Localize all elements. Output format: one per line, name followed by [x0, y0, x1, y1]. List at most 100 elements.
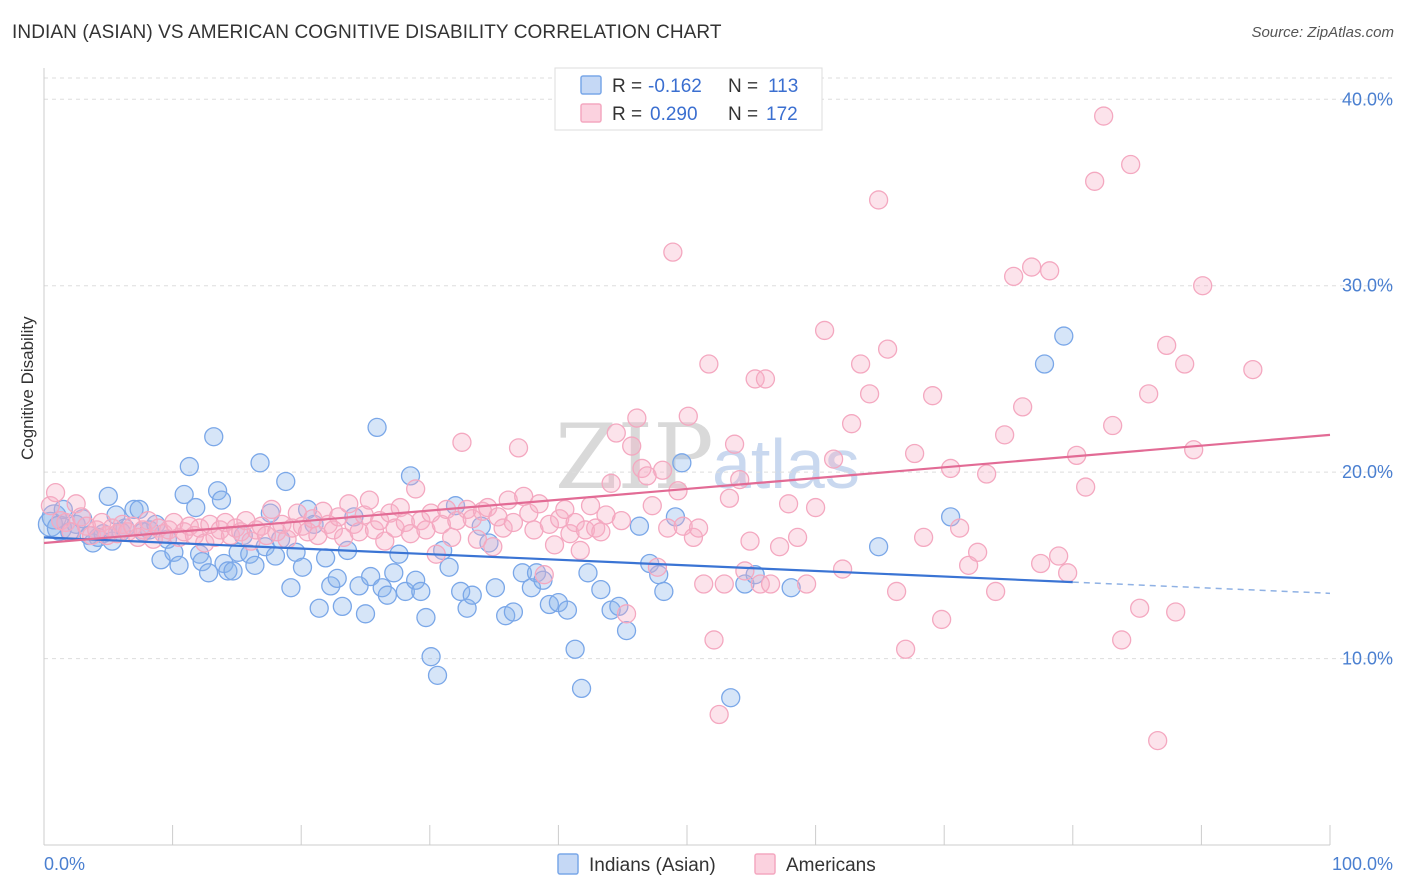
point-americans	[895, 639, 916, 659]
point-indians-asian	[462, 585, 482, 605]
point-americans	[688, 518, 709, 538]
point-americans	[611, 510, 632, 531]
point-indians-asian	[179, 456, 199, 477]
point-americans	[683, 527, 704, 548]
point-indians-asian	[672, 453, 692, 473]
y-tick-label: 20.0%	[1342, 462, 1393, 482]
stats-swatch-pink	[580, 103, 602, 123]
point-americans	[586, 518, 606, 538]
point-americans	[534, 565, 554, 585]
point-indians-asian	[327, 568, 347, 589]
point-americans	[1003, 266, 1024, 287]
point-indians-asian	[186, 497, 206, 518]
point-indians-asian	[321, 576, 341, 596]
point-americans	[740, 531, 760, 551]
point-americans	[1157, 335, 1177, 356]
stats-r-value-blue: -0.162	[648, 76, 702, 97]
point-americans	[1094, 106, 1114, 126]
point-indians-asian	[721, 688, 741, 708]
point-americans	[570, 540, 590, 561]
point-americans	[796, 574, 817, 594]
point-americans	[565, 512, 585, 533]
point-americans	[958, 555, 979, 576]
point-americans	[503, 512, 524, 533]
point-indians-asian	[211, 490, 232, 510]
point-americans	[431, 514, 452, 534]
stats-r-label: R =	[612, 76, 642, 97]
point-indians-asian	[406, 570, 426, 590]
point-americans	[1031, 553, 1051, 574]
point-americans	[544, 535, 565, 555]
point-americans	[724, 434, 745, 454]
point-americans	[994, 425, 1015, 445]
trend-lines	[43, 433, 1331, 595]
point-indians-asian	[315, 548, 336, 568]
point-americans	[339, 494, 359, 514]
point-americans	[663, 242, 683, 262]
point-americans	[591, 522, 611, 542]
point-americans	[1175, 354, 1195, 374]
point-americans	[1021, 257, 1042, 277]
legend: Indians (Asian) Americans	[557, 853, 876, 876]
point-indians-asian	[868, 537, 889, 557]
point-americans	[406, 479, 426, 499]
point-indians-asian	[309, 598, 329, 618]
point-indians-asian	[503, 602, 524, 622]
point-indians-asian	[451, 581, 471, 602]
point-americans	[1049, 546, 1069, 566]
point-indians-asian	[292, 557, 313, 577]
point-indians-asian	[411, 581, 431, 602]
point-indians-asian	[557, 600, 578, 620]
point-americans	[622, 436, 642, 456]
point-indians-asian	[654, 581, 674, 602]
stats-n-label: N =	[728, 76, 758, 97]
stats-r-value-pink: 0.290	[650, 104, 698, 125]
point-indians-asian	[439, 557, 459, 577]
point-americans	[1012, 397, 1033, 417]
point-americans	[452, 432, 472, 452]
watermark-atlas: atlas	[712, 425, 860, 503]
point-americans	[913, 527, 934, 548]
point-americans	[850, 354, 871, 374]
point-americans	[778, 494, 799, 514]
point-americans	[949, 518, 970, 538]
point-indians-asian	[565, 639, 585, 659]
point-americans	[539, 514, 560, 534]
x-tick-labels: 0.0% 100.0%	[44, 854, 1393, 874]
point-americans	[1243, 359, 1263, 380]
point-americans	[1166, 602, 1186, 622]
point-americans	[755, 369, 776, 389]
point-indians-asian	[416, 607, 436, 628]
point-americans	[694, 574, 714, 594]
point-indians-asian	[421, 647, 441, 667]
x-tick-label: 0.0%	[44, 854, 85, 874]
point-indians-asian	[360, 566, 381, 587]
point-americans	[627, 408, 647, 428]
point-americans	[904, 443, 925, 464]
point-americans	[616, 604, 637, 624]
point-americans	[814, 320, 835, 341]
point-americans	[375, 531, 395, 551]
point-americans	[457, 499, 477, 520]
point-americans	[1103, 415, 1123, 436]
point-americans	[1193, 276, 1213, 296]
point-indians-asian	[204, 427, 224, 447]
point-americans	[769, 537, 790, 557]
point-americans	[1085, 171, 1105, 191]
point-indians-asian	[384, 563, 404, 583]
point-indians-asian	[526, 563, 547, 583]
point-indians-asian	[427, 665, 448, 685]
point-indians-asian	[355, 604, 376, 624]
y-tick-label: 30.0%	[1342, 276, 1393, 296]
point-americans	[931, 609, 952, 630]
point-americans	[71, 507, 91, 527]
point-americans	[508, 438, 529, 458]
point-americans	[76, 516, 97, 536]
y-tick-labels: 10.0% 20.0% 30.0% 40.0%	[1342, 89, 1393, 668]
chart-title: INDIAN (ASIAN) VS AMERICAN COGNITIVE DIS…	[12, 22, 722, 43]
point-americans	[940, 458, 961, 479]
stats-n-label: N =	[728, 104, 758, 125]
point-indians-asian	[377, 585, 398, 605]
legend-swatch-indians	[557, 853, 579, 875]
point-americans	[560, 524, 580, 544]
